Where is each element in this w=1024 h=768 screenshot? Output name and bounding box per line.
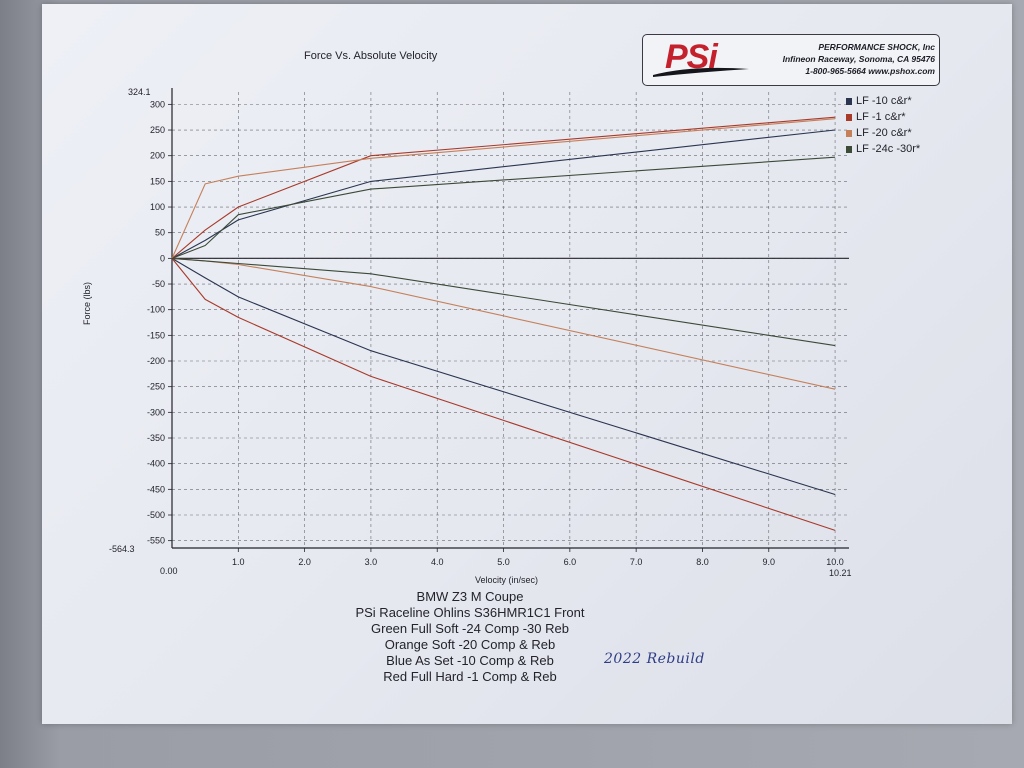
- y-tick-label: 0: [160, 253, 165, 263]
- series-line-compression: [171, 129, 836, 259]
- chart-legend: LF -10 c&r* LF -1 c&r* LF -20 c&r* LF -2…: [846, 93, 920, 157]
- legend-item: LF -1 c&r*: [846, 109, 920, 125]
- logo-swoosh-icon: [653, 67, 749, 77]
- legend-item: LF -10 c&r*: [846, 93, 920, 109]
- x-tick-label: 1.0: [232, 557, 245, 567]
- y-tick-label: -450: [147, 484, 165, 494]
- chart-title: Force Vs. Absolute Velocity: [304, 50, 438, 62]
- y-tick-label: 250: [150, 125, 165, 135]
- note-line: PSi Raceline Ohlins S36HMR1C1 Front: [355, 605, 585, 620]
- x-tick-label: 5.0: [497, 557, 510, 567]
- series-line-compression: [171, 156, 836, 259]
- x-tick-label: 4.0: [431, 557, 444, 567]
- y-tick-label: 300: [150, 99, 165, 109]
- y-tick-label: -300: [147, 407, 165, 417]
- series-line-rebound: [171, 258, 836, 531]
- y-tick-label: -50: [152, 279, 165, 289]
- company-address: Infineon Raceway, Sonoma, CA 95476: [782, 54, 935, 64]
- legend-swatch: [846, 129, 852, 137]
- x-tick-label: 6.0: [564, 557, 577, 567]
- x-max-label: 10.21: [829, 568, 852, 578]
- legend-swatch: [846, 97, 852, 105]
- company-name: PERFORMANCE SHOCK, Inc: [818, 42, 935, 52]
- y-max-label: 324.1: [128, 87, 151, 97]
- series-line-rebound: [171, 257, 836, 496]
- y-tick-label: 100: [150, 202, 165, 212]
- x-tick-label: 7.0: [630, 557, 643, 567]
- note-line: Green Full Soft -24 Comp -30 Reb: [371, 621, 569, 636]
- y-tick-label: -100: [147, 305, 165, 315]
- y-tick-label: -550: [147, 536, 165, 546]
- y-min-label: -564.3: [109, 544, 135, 554]
- company-info: PERFORMANCE SHOCK, Inc Infineon Raceway,…: [773, 41, 935, 77]
- x-min-label: 0.00: [160, 566, 178, 576]
- company-contact: 1-800-965-5664 www.pshox.com: [805, 66, 935, 76]
- note-line: Orange Soft -20 Comp & Reb: [384, 637, 556, 652]
- legend-label: LF -24c -30r*: [856, 143, 921, 155]
- y-tick-label: -500: [147, 510, 165, 520]
- note-line: Blue As Set -10 Comp & Reb: [386, 653, 554, 668]
- y-tick-label: 150: [150, 176, 165, 186]
- legend-swatch: [846, 113, 852, 121]
- x-tick-label: 10.0: [826, 557, 844, 567]
- y-tick-label: -250: [147, 382, 165, 392]
- x-tick-label: 8.0: [696, 557, 709, 567]
- company-logo-box: PSi PERFORMANCE SHOCK, Inc Infineon Race…: [642, 34, 940, 86]
- note-line: BMW Z3 M Coupe: [416, 589, 524, 604]
- legend-item: LF -24c -30r*: [846, 141, 920, 157]
- y-tick-label: 200: [150, 151, 165, 161]
- x-tick-label: 9.0: [763, 557, 776, 567]
- legend-label: LF -10 c&r*: [856, 95, 912, 107]
- y-axis-label: Force (lbs): [82, 281, 92, 325]
- series-line-compression: [171, 118, 836, 259]
- y-tick-label: 50: [155, 228, 165, 238]
- x-axis-label: Velocity (in/sec): [475, 575, 539, 585]
- y-tick-label: -400: [147, 459, 165, 469]
- y-tick-label: -350: [147, 433, 165, 443]
- paper-sheet: [42, 4, 1012, 724]
- series-line-rebound: [171, 257, 836, 347]
- y-tick-label: -150: [147, 330, 165, 340]
- legend-label: LF -20 c&r*: [856, 127, 912, 139]
- x-tick-label: 2.0: [298, 557, 311, 567]
- x-tick-label: 3.0: [365, 557, 378, 567]
- legend-label: LF -1 c&r*: [856, 111, 906, 123]
- y-tick-label: -200: [147, 356, 165, 366]
- series-line-compression: [171, 116, 836, 259]
- legend-item: LF -20 c&r*: [846, 125, 920, 141]
- note-line: Red Full Hard -1 Comp & Reb: [383, 669, 557, 684]
- setup-notes: BMW Z3 M Coupe PSi Raceline Ohlins S36HM…: [300, 589, 640, 685]
- handwritten-note: 2022 Rebuild: [604, 651, 705, 667]
- logo-mark: PSi: [665, 38, 718, 76]
- legend-swatch: [846, 145, 852, 153]
